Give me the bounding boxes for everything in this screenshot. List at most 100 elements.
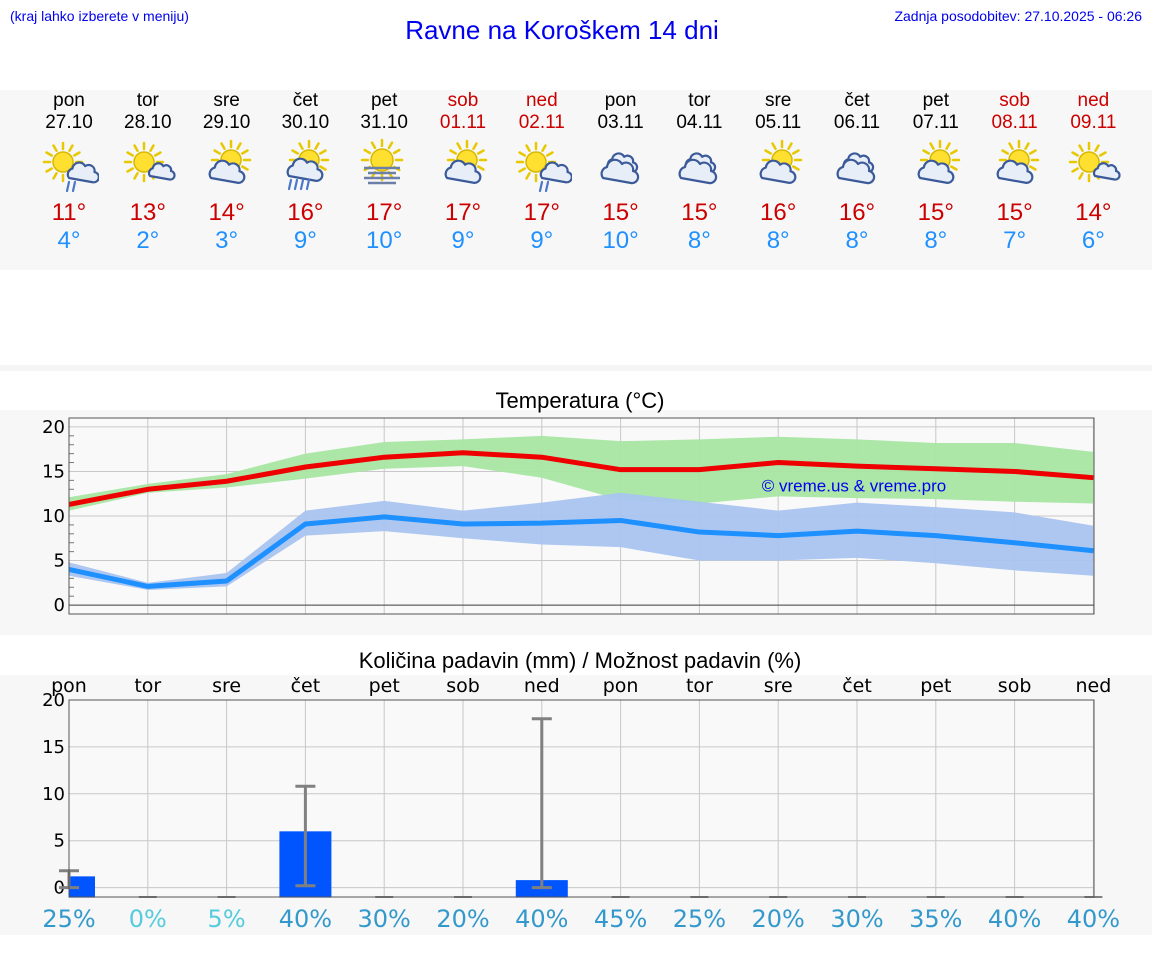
date-label: 05.11 bbox=[755, 112, 802, 133]
max-temperature: 17° bbox=[523, 199, 560, 226]
min-temperature-line bbox=[68, 514, 1094, 589]
precipitation-probability: 25% bbox=[673, 905, 726, 933]
x-day-label: tor bbox=[686, 675, 713, 697]
day-forecast: pon 03.11 15° 10° bbox=[582, 90, 660, 254]
weekday-label: sre bbox=[213, 90, 240, 111]
max-temperature: 17° bbox=[366, 199, 403, 226]
sun-cloud-icon bbox=[996, 139, 1039, 184]
max-temperature: 17° bbox=[444, 199, 482, 226]
weekday-label: čet bbox=[292, 90, 319, 111]
weekday-label: pet bbox=[922, 90, 949, 111]
sun-small-cloud-icon bbox=[123, 141, 176, 183]
precipitation-probability: 20% bbox=[752, 905, 805, 933]
day-forecast: ned 02.11 17° 9° bbox=[503, 90, 581, 254]
sun-cloud-heavy-rain-icon bbox=[286, 139, 330, 191]
x-day-label: pet bbox=[369, 675, 400, 697]
precipitation-probability: 40% bbox=[515, 905, 568, 933]
weekday-label: pon bbox=[53, 90, 85, 111]
min-temperature: 8° bbox=[766, 227, 790, 254]
precipitation-probability: 40% bbox=[988, 905, 1041, 933]
x-day-label: sob bbox=[446, 675, 480, 697]
x-day-label: ned bbox=[524, 675, 560, 697]
daily-forecast-strip: pon 27.10 11° 4° tor 28.10 13° 2° sre 29.10 14° 3° č… bbox=[0, 90, 1152, 270]
date-label: 08.11 bbox=[991, 112, 1038, 133]
min-temperature: 8° bbox=[924, 227, 948, 254]
min-temperature: 8° bbox=[687, 227, 711, 254]
temperature-chart: 0 5 10 15 20 © vreme.us & vreme.pro bbox=[42, 417, 1095, 616]
weekday-label: čet bbox=[844, 90, 870, 111]
day-forecast: čet 06.11 16° 8° bbox=[818, 90, 896, 254]
precipitation-probability: 20% bbox=[436, 905, 489, 933]
plot-frame bbox=[68, 699, 1095, 898]
y-tick-label: 15 bbox=[42, 461, 65, 482]
page-title: Ravne na Koroškem 14 dni bbox=[405, 15, 719, 45]
date-label: 06.11 bbox=[833, 112, 881, 133]
max-temperature: 15° bbox=[681, 199, 718, 226]
date-label: 27.10 bbox=[45, 112, 93, 133]
location-menu-hint: (kraj lahko izberete v meniju) bbox=[10, 8, 189, 24]
precipitation-probability: 35% bbox=[909, 905, 962, 933]
date-label: 01.11 bbox=[439, 112, 487, 133]
sun-small-cloud-icon bbox=[1069, 141, 1121, 183]
weekday-label: ned bbox=[1077, 90, 1110, 111]
precipitation-chart-title: Količina padavin (mm) / Možnost padavin … bbox=[358, 648, 802, 673]
min-temperature: 9° bbox=[451, 227, 475, 254]
max-temperature: 14° bbox=[208, 199, 245, 226]
date-label: 28.10 bbox=[124, 112, 172, 133]
min-temperature: 3° bbox=[215, 227, 239, 254]
y-tick-label: 5 bbox=[54, 831, 65, 852]
cloudy-icon bbox=[836, 152, 876, 185]
temperature-chart-title: Temperatura (°C) bbox=[495, 388, 665, 413]
weekday-label: tor bbox=[688, 90, 711, 111]
precipitation-probability: 30% bbox=[358, 905, 411, 933]
y-tick-label: 0 bbox=[54, 595, 65, 616]
weekday-label: ned bbox=[525, 90, 558, 111]
min-temperature: 10° bbox=[602, 227, 639, 254]
max-temperature: 14° bbox=[1075, 199, 1112, 226]
cloudy-icon bbox=[600, 152, 639, 185]
x-day-label: pon bbox=[603, 675, 639, 697]
cloudy-icon bbox=[678, 152, 718, 185]
min-temperature: 10° bbox=[366, 227, 403, 254]
day-forecast: tor 28.10 13° 2° bbox=[109, 90, 187, 254]
divider bbox=[0, 365, 1152, 371]
y-tick-label: 20 bbox=[42, 690, 65, 711]
y-tick-label: 15 bbox=[42, 737, 65, 758]
weekday-label: tor bbox=[136, 90, 159, 111]
x-day-label: sre bbox=[764, 675, 793, 697]
date-label: 29.10 bbox=[202, 112, 251, 133]
day-forecast: pon 27.10 11° 4° bbox=[30, 90, 108, 254]
x-day-label: sob bbox=[998, 675, 1032, 697]
day-forecast: tor 04.11 15° 8° bbox=[660, 90, 738, 254]
max-temperature: 16° bbox=[838, 199, 876, 226]
date-label: 07.11 bbox=[912, 112, 959, 133]
sun-cloud-icon bbox=[759, 139, 803, 184]
y-tick-label: 10 bbox=[42, 784, 65, 805]
x-day-label: pon bbox=[51, 675, 87, 697]
min-temperature: 9° bbox=[293, 227, 317, 254]
y-tick-label: 10 bbox=[42, 506, 65, 527]
date-label: 04.11 bbox=[676, 112, 723, 133]
x-day-label: čet bbox=[291, 675, 321, 697]
max-temperature: 16° bbox=[287, 199, 324, 226]
min-temperature: 7° bbox=[1003, 227, 1027, 254]
x-day-label: čet bbox=[842, 675, 872, 697]
precipitation-probability: 0% bbox=[129, 905, 167, 933]
precipitation-probability: 30% bbox=[830, 905, 883, 933]
precipitation-probability: 5% bbox=[208, 905, 246, 933]
day-forecast: sob 01.11 17° 9° bbox=[424, 90, 502, 254]
precipitation-probability: 40% bbox=[279, 905, 332, 933]
min-temperature: 6° bbox=[1081, 227, 1105, 254]
min-temperature: 4° bbox=[57, 227, 81, 254]
x-day-label: pet bbox=[920, 675, 951, 697]
date-label: 31.10 bbox=[360, 112, 408, 133]
x-day-label: ned bbox=[1076, 675, 1112, 697]
sun-cloud-rain-icon bbox=[42, 141, 99, 193]
sun-fog-icon bbox=[360, 138, 404, 185]
max-temperature: 11° bbox=[51, 199, 87, 226]
day-forecast: sre 29.10 14° 3° bbox=[188, 90, 266, 254]
precipitation-probability: 45% bbox=[594, 905, 647, 933]
day-forecast: čet 30.10 16° 9° bbox=[266, 90, 344, 254]
max-temperature: 15° bbox=[917, 199, 954, 226]
weekday-label: pon bbox=[604, 90, 637, 111]
